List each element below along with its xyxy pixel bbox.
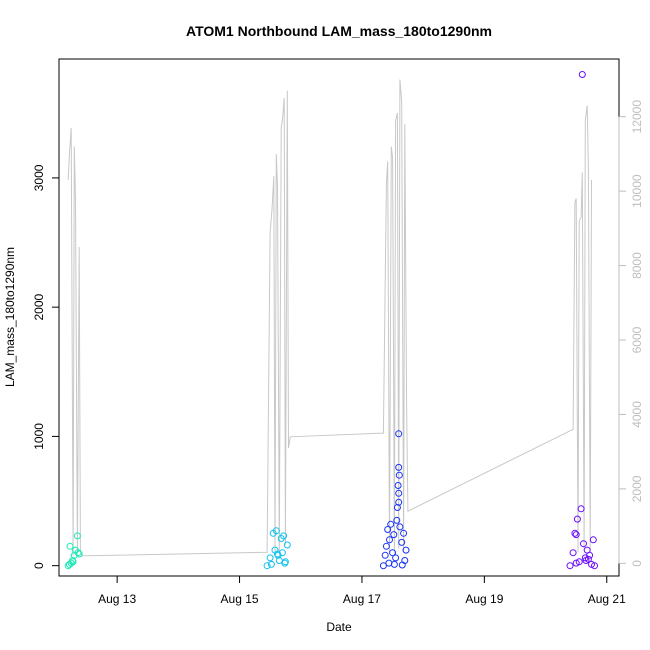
y2-tick-label: 6000 — [630, 326, 644, 353]
data-point — [572, 559, 580, 567]
data-point — [379, 562, 387, 570]
series-1 — [263, 527, 291, 570]
y2-tick-label: 0 — [630, 560, 644, 567]
series-3 — [566, 71, 598, 570]
data-point — [390, 531, 398, 539]
data-point — [395, 498, 403, 506]
y2-tick-label: 2000 — [630, 475, 644, 502]
y2-axis: 0 2000 4000 6000 8000 10000 12000 — [618, 100, 644, 567]
data-point — [278, 549, 286, 557]
data-point — [402, 546, 410, 554]
data-point — [267, 560, 275, 568]
y-tick-label: 3000 — [32, 164, 46, 191]
data-point — [395, 463, 403, 471]
data-point — [387, 520, 395, 528]
y-tick-label: 2000 — [32, 293, 46, 320]
data-point — [272, 527, 280, 535]
y-axis: 0 1000 2000 3000 — [32, 164, 60, 569]
data-point — [395, 489, 403, 497]
data-points — [64, 71, 598, 570]
data-point — [573, 515, 581, 523]
data-point — [591, 562, 598, 570]
y2-tick-label: 4000 — [630, 401, 644, 428]
data-point — [283, 541, 291, 549]
plot-frame — [58, 58, 620, 577]
secondary-series-line — [67, 79, 592, 557]
data-point — [589, 536, 597, 544]
data-point — [392, 554, 400, 562]
line-path — [67, 79, 592, 557]
x-axis-label: Date — [326, 620, 352, 634]
data-point — [381, 551, 389, 559]
data-point — [382, 542, 390, 550]
data-point — [384, 526, 392, 533]
data-point — [274, 550, 281, 558]
data-point — [396, 523, 404, 531]
data-point — [280, 532, 288, 540]
data-point — [572, 531, 580, 539]
data-point — [569, 549, 577, 557]
series-2 — [379, 430, 410, 570]
data-point — [389, 549, 397, 557]
x-tick-label: Aug 21 — [588, 592, 626, 606]
data-point — [393, 504, 401, 511]
x-tick-label: Aug 19 — [465, 592, 503, 606]
data-point — [66, 542, 74, 550]
data-point — [398, 561, 406, 569]
data-point — [566, 562, 574, 570]
data-point — [580, 540, 587, 548]
data-point — [281, 559, 289, 567]
x-axis: Aug 13 Aug 15 Aug 17 Aug 19 Aug 21 — [98, 575, 626, 606]
data-point — [75, 550, 83, 558]
data-point — [390, 560, 398, 568]
data-point — [73, 532, 81, 540]
chart-title: ATOM1 Northbound LAM_mass_180to1290nm — [186, 23, 492, 39]
y2-tick-label: 10000 — [630, 174, 644, 208]
data-point — [582, 557, 590, 564]
data-point — [395, 471, 403, 479]
data-point — [586, 551, 594, 559]
y2-tick-label: 8000 — [630, 252, 644, 279]
data-point — [263, 562, 271, 570]
data-point — [386, 536, 393, 544]
data-point — [578, 71, 586, 78]
data-point — [577, 505, 585, 513]
y-tick-label: 1000 — [32, 423, 46, 450]
data-point — [74, 549, 82, 557]
data-point — [571, 529, 579, 537]
data-point — [395, 430, 403, 438]
y2-tick-label: 12000 — [630, 100, 644, 134]
y-tick-label: 0 — [32, 562, 46, 569]
data-point — [394, 482, 402, 489]
y-axis-label: LAM_mass_180to1290nm — [3, 247, 17, 387]
series-0 — [64, 532, 83, 570]
data-point — [398, 538, 406, 546]
x-tick-label: Aug 13 — [98, 592, 136, 606]
x-tick-label: Aug 17 — [343, 592, 381, 606]
data-point — [400, 529, 408, 537]
data-point — [266, 554, 274, 562]
data-point — [69, 558, 77, 566]
data-point — [393, 516, 401, 524]
x-tick-label: Aug 15 — [221, 592, 259, 606]
